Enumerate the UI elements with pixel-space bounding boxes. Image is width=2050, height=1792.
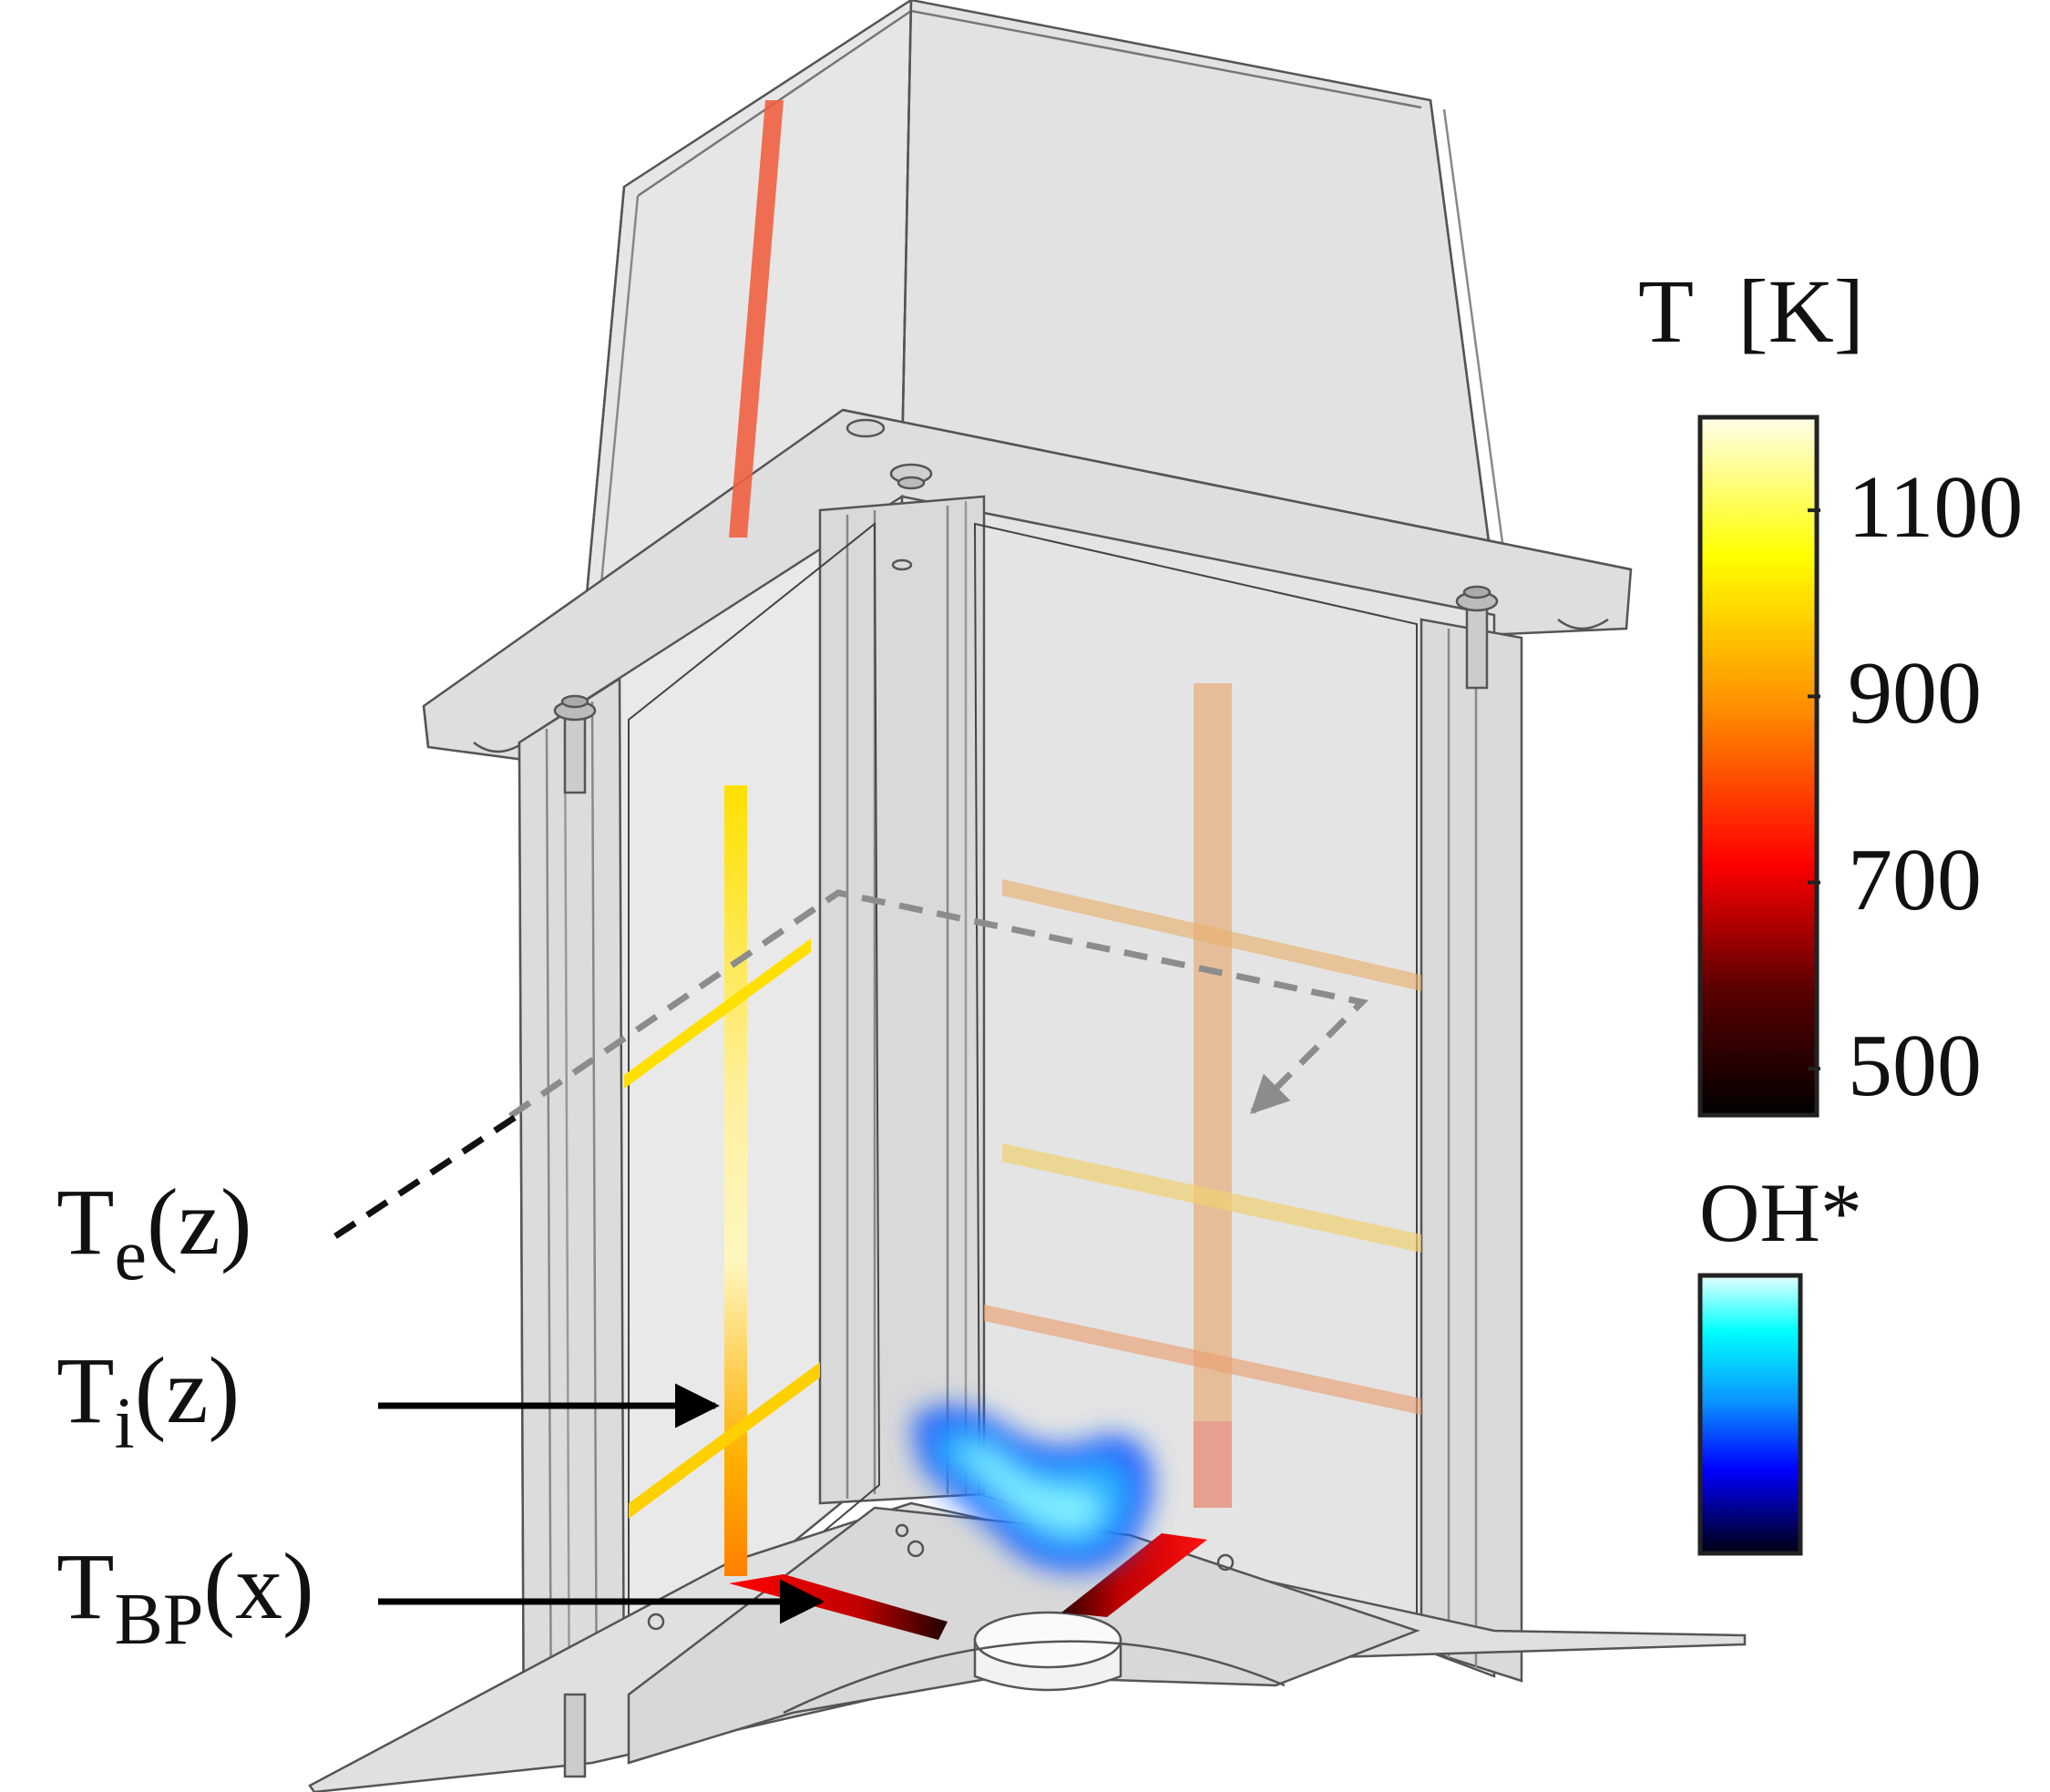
te-label-arg: (z) [147, 1170, 252, 1275]
tbp-label-main: T [56, 1534, 115, 1639]
right-wall-vertical-strip [1194, 683, 1232, 1508]
oh-flame [911, 1405, 1153, 1572]
te-indicator [333, 889, 1369, 1239]
right-wall-lower-horizontal [984, 1305, 1421, 1415]
te-label: Te(z) [56, 1175, 251, 1295]
temperature-colorbar-title: T [K] [1638, 261, 1865, 362]
ti-label-sub: i [114, 1384, 135, 1464]
temperature-tick-label-3: 500 [1848, 1016, 1982, 1115]
temperature-tick-label-1: 900 [1848, 644, 1982, 743]
oh-colorbar-title: OH* [1699, 1166, 1862, 1259]
te-dashed-black [333, 1109, 526, 1239]
baseplate-right-strip [1061, 1533, 1207, 1617]
tbp-label: TBP(x) [56, 1540, 314, 1657]
right-wall-upper-horizontal [1002, 879, 1421, 991]
ti-label-main: T [56, 1338, 115, 1443]
ti-label-arg: (z) [134, 1338, 241, 1443]
temperature-strips [624, 100, 1421, 1640]
arrows [378, 1383, 825, 1624]
temperature-tick-label-2: 700 [1848, 830, 1982, 929]
right-wall-middle-horizontal [1002, 1143, 1421, 1253]
oh-colorbar [1697, 1273, 1803, 1556]
temperature-colorbar [1697, 415, 1820, 1118]
oh-colorbar-bar [1697, 1273, 1803, 1556]
tbp-label-sub: BP [114, 1580, 204, 1660]
left-wall-lower-horizontal [629, 1362, 820, 1519]
temperature-tick-label-0: 1100 [1848, 458, 2024, 558]
ti-label: Ti(z) [56, 1344, 240, 1461]
combustor-geometry [308, 0, 1747, 1792]
tbp-label-arg: (x) [203, 1534, 314, 1639]
te-dashed-gray [508, 889, 1369, 1119]
left-wall-vertical-strip [724, 785, 747, 1576]
te-label-main: T [56, 1170, 115, 1275]
te-label-sub: e [114, 1215, 148, 1295]
left-wall-upper-horizontal [624, 938, 811, 1089]
temperature-colorbar-bar [1697, 415, 1819, 1118]
exit-strip [729, 100, 784, 538]
